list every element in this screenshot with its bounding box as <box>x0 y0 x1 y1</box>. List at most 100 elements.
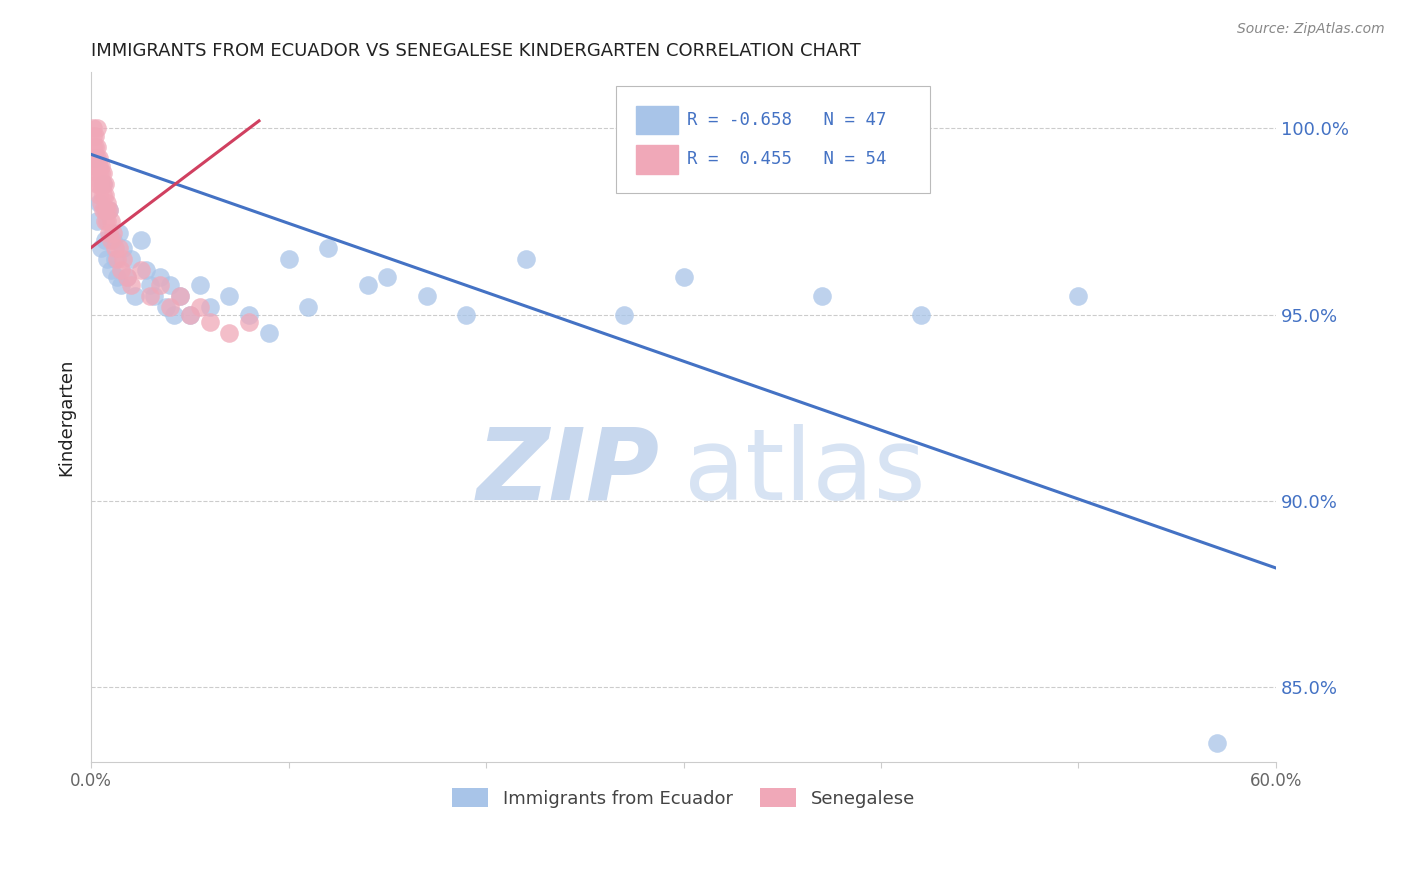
FancyBboxPatch shape <box>616 87 929 193</box>
Point <box>84 159 107 173</box>
Point <box>86 121 108 136</box>
Point <box>82 121 104 136</box>
Point <box>87 195 110 210</box>
Point <box>84 151 107 165</box>
Point <box>97 226 120 240</box>
Legend: Immigrants from Ecuador, Senegalese: Immigrants from Ecuador, Senegalese <box>446 781 922 814</box>
Point <box>1067 289 1090 303</box>
Point <box>94 214 117 228</box>
Point <box>97 203 120 218</box>
Point <box>100 214 122 228</box>
Point <box>96 195 118 210</box>
Point <box>277 252 299 266</box>
Text: ZIP: ZIP <box>477 424 659 521</box>
Point <box>91 203 114 218</box>
Point <box>111 252 134 266</box>
Point <box>198 315 221 329</box>
Point <box>188 300 211 314</box>
Point <box>135 263 157 277</box>
Point <box>96 203 118 218</box>
Point <box>257 326 280 341</box>
Point <box>316 241 339 255</box>
Point <box>86 166 108 180</box>
Point <box>90 178 112 192</box>
Point <box>810 289 832 303</box>
Text: R = -0.658   N = 47: R = -0.658 N = 47 <box>688 111 887 129</box>
Text: atlas: atlas <box>683 424 925 521</box>
Point <box>515 252 537 266</box>
Point <box>149 277 172 292</box>
Point <box>97 203 120 218</box>
Point <box>159 300 181 314</box>
Point <box>110 277 132 292</box>
Point <box>91 188 114 202</box>
Point <box>238 315 260 329</box>
Point <box>84 151 107 165</box>
Point <box>82 128 104 143</box>
Bar <box>636 145 678 174</box>
Point <box>87 178 110 192</box>
Point <box>179 308 201 322</box>
Point <box>456 308 478 322</box>
Point <box>129 233 152 247</box>
Point <box>163 308 186 322</box>
Point <box>105 270 128 285</box>
Point <box>94 178 117 192</box>
Point <box>84 128 107 143</box>
Point <box>87 166 110 180</box>
Point <box>104 241 127 255</box>
Point <box>94 188 117 202</box>
Point <box>124 289 146 303</box>
Point <box>90 166 112 180</box>
Point <box>96 214 118 228</box>
Point <box>110 263 132 277</box>
Point <box>179 308 201 322</box>
Point <box>120 277 142 292</box>
Point <box>94 203 117 218</box>
Point <box>120 252 142 266</box>
Point <box>87 159 110 173</box>
Point <box>416 289 439 303</box>
Point <box>104 252 127 266</box>
Point <box>149 270 172 285</box>
Point <box>100 263 122 277</box>
Point <box>139 289 162 303</box>
Point <box>91 178 114 192</box>
Point <box>198 300 221 314</box>
Point <box>87 151 110 165</box>
Point <box>155 300 177 314</box>
Point <box>218 289 240 303</box>
Y-axis label: Kindergarten: Kindergarten <box>58 359 75 475</box>
Text: R =  0.455   N = 54: R = 0.455 N = 54 <box>688 150 887 168</box>
Bar <box>636 105 678 135</box>
Point <box>86 151 108 165</box>
Point <box>107 226 129 240</box>
Point <box>115 270 138 285</box>
Point <box>169 289 191 303</box>
Point <box>107 241 129 255</box>
Point <box>84 140 107 154</box>
Text: Source: ZipAtlas.com: Source: ZipAtlas.com <box>1237 22 1385 37</box>
Point <box>613 308 636 322</box>
Point <box>91 166 114 180</box>
Point <box>94 233 117 247</box>
Point <box>377 270 399 285</box>
Point <box>100 233 122 247</box>
Point <box>910 308 932 322</box>
Point <box>129 263 152 277</box>
Point <box>105 252 128 266</box>
Point <box>169 289 191 303</box>
Point <box>86 140 108 154</box>
Text: IMMIGRANTS FROM ECUADOR VS SENEGALESE KINDERGARTEN CORRELATION CHART: IMMIGRANTS FROM ECUADOR VS SENEGALESE KI… <box>91 42 860 60</box>
Point <box>115 270 138 285</box>
Point <box>82 140 104 154</box>
Point <box>91 178 114 192</box>
Point <box>188 277 211 292</box>
Point <box>86 214 108 228</box>
Point <box>356 277 378 292</box>
Point <box>672 270 695 285</box>
Point <box>218 326 240 341</box>
Point <box>90 159 112 173</box>
Point <box>90 195 112 210</box>
Point <box>101 233 124 247</box>
